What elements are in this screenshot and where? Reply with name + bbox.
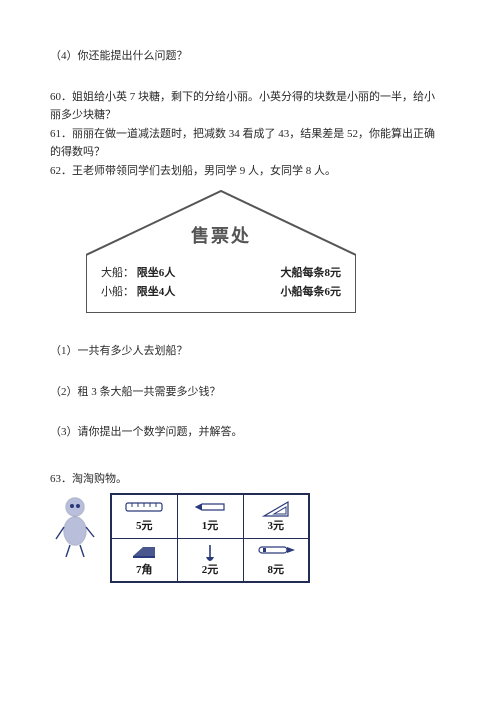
sub-question-2: （2）租 3 条大船一共需要多少钱？ [50, 384, 450, 401]
mascot-icon [50, 493, 100, 561]
small-boat-label: 小船： [101, 286, 134, 298]
booth-body: 大船： 限坐6人 大船每条8元 小船： 限坐4人 小船每条6元 [86, 255, 356, 313]
small-boat-price: 小船每条6元 [281, 284, 342, 301]
cell-triangle: 3元 [243, 494, 309, 538]
pen-icon [244, 543, 309, 557]
sub-question-1: （1）一共有多少人去划船？ [50, 343, 450, 360]
triangle-ruler-icon [244, 499, 309, 519]
booth-row-small: 小船： 限坐4人 小船每条6元 [101, 284, 341, 301]
cell-ruler: 5元 [111, 494, 177, 538]
booth-roof: 售票处 [86, 187, 356, 255]
ruler-icon [112, 499, 177, 515]
cell-pencil: 1元 [177, 494, 243, 538]
price-table: 5元 1元 3元 7角 [110, 493, 310, 583]
price-a2: 1元 [178, 518, 243, 535]
eraser-icon [112, 543, 177, 561]
problem-61-line2: 的得数吗？ [50, 144, 450, 161]
big-boat-cap: 限坐6人 [137, 267, 176, 279]
big-boat-label: 大船： [101, 267, 134, 279]
price-a1: 5元 [112, 518, 177, 535]
pencil-icon [178, 499, 243, 515]
problem-60-line2: 丽多少块糖？ [50, 107, 450, 124]
cell-pen: 8元 [243, 538, 309, 582]
question-4: （4）你还能提出什么问题？ [50, 48, 450, 65]
cell-brush: 2元 [177, 538, 243, 582]
price-b3: 8元 [244, 562, 309, 579]
booth-title: 售票处 [86, 223, 356, 250]
price-a3: 3元 [244, 518, 309, 535]
small-boat-cap: 限坐4人 [137, 286, 176, 298]
booth-row-big: 大船： 限坐6人 大船每条8元 [101, 265, 341, 282]
big-boat-price: 大船每条8元 [281, 265, 342, 282]
problem-61-line1: 61．丽丽在做一道减法题时，把减数 34 看成了 43，结果差是 52，你能算出… [50, 126, 450, 143]
problem-63: 63．淘淘购物。 [50, 471, 450, 488]
shopping-figure: 5元 1元 3元 7角 [50, 493, 450, 583]
sub-question-3: （3）请你提出一个数学问题，并解答。 [50, 424, 450, 441]
price-b1: 7角 [112, 562, 177, 579]
cell-eraser: 7角 [111, 538, 177, 582]
problem-60-line1: 60．姐姐给小英 7 块糖，剩下的分给小丽。小英分得的块数是小丽的一半，给小 [50, 89, 450, 106]
ticket-booth-figure: 售票处 大船： 限坐6人 大船每条8元 小船： 限坐4人 小船每条6元 [86, 187, 356, 313]
table-row: 7角 2元 8元 [111, 538, 309, 582]
problem-62: 62．王老师带领同学们去划船，男同学 9 人，女同学 8 人。 [50, 163, 450, 180]
brush-icon [178, 543, 243, 565]
table-row: 5元 1元 3元 [111, 494, 309, 538]
